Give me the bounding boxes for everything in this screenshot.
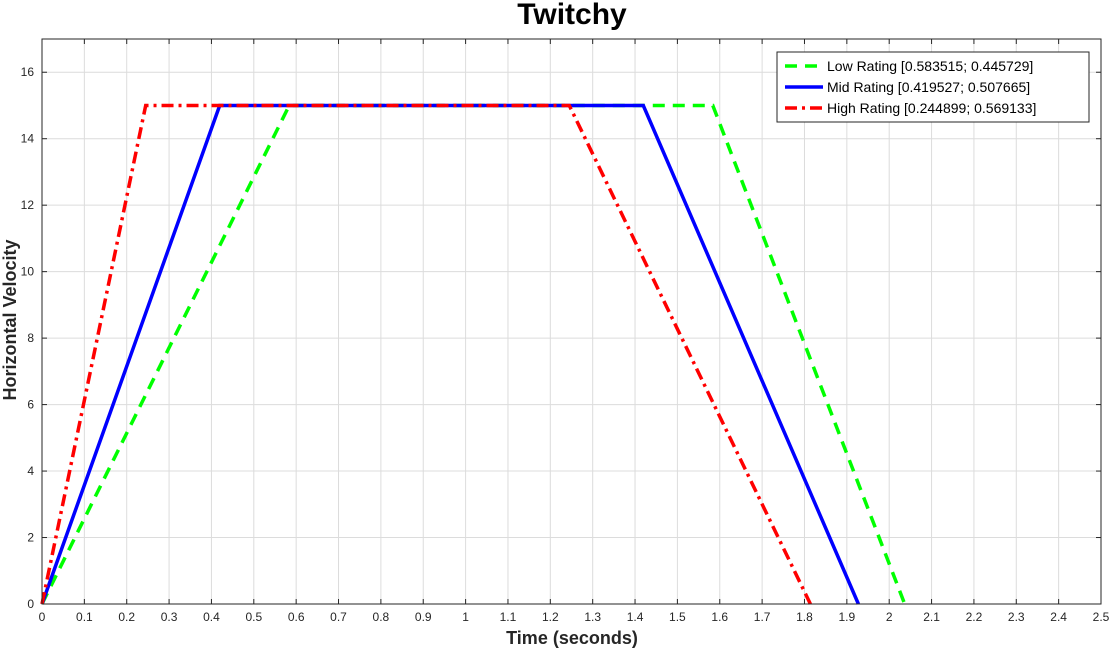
y-tick-label: 10 [21, 265, 35, 279]
x-tick-label: 0.8 [373, 610, 390, 624]
x-tick-label: 1.1 [500, 610, 517, 624]
x-tick-label: 2.5 [1093, 610, 1110, 624]
legend-label-0: Low Rating [0.583515; 0.445729] [827, 58, 1033, 74]
x-tick-label: 2.3 [1008, 610, 1025, 624]
plot-area-border [41, 38, 1102, 605]
x-tick-label: 0.2 [118, 610, 135, 624]
x-tick-label: 0.4 [203, 610, 220, 624]
series-line-1 [40, 103, 861, 605]
y-tick-label: 0 [27, 597, 34, 611]
series-lines [40, 103, 907, 605]
legend-box [776, 51, 1090, 123]
x-tick-label: 1.6 [711, 610, 728, 624]
x-tick-label: 2.1 [923, 610, 940, 624]
series-line-2 [40, 103, 812, 605]
x-tick-label: 0.7 [330, 610, 347, 624]
y-tick-label: 14 [21, 132, 35, 146]
y-tick-label: 6 [27, 398, 34, 412]
legend-label-2: High Rating [0.244899; 0.569133] [827, 100, 1036, 116]
x-tick-label: 1.9 [838, 610, 855, 624]
x-tick-label: 1.5 [669, 610, 686, 624]
x-tick-label: 1.4 [627, 610, 644, 624]
x-tick-label: 1.7 [754, 610, 771, 624]
y-tick-label: 16 [21, 65, 35, 79]
x-tick-label: 0.6 [288, 610, 305, 624]
x-tick-label: 2.2 [966, 610, 983, 624]
legend: Low Rating [0.583515; 0.445729] Mid Ratin… [776, 51, 1090, 123]
x-tick-label: 1.8 [796, 610, 813, 624]
x-tick-label: 0.3 [161, 610, 178, 624]
x-tick-label: 0.5 [245, 610, 262, 624]
x-tick-label: 1 [462, 610, 469, 624]
x-tick-label: 0.9 [415, 610, 432, 624]
legend-label-1: Mid Rating [0.419527; 0.507665] [827, 79, 1030, 95]
x-tick-label: 2.4 [1050, 610, 1067, 624]
y-tick-label: 4 [27, 464, 34, 478]
x-axis-label: Time (seconds) [506, 628, 638, 648]
y-tick-label: 8 [27, 331, 34, 345]
x-tick-label: 1.2 [542, 610, 559, 624]
y-tick-label: 2 [27, 531, 34, 545]
y-tick-label: 12 [21, 198, 35, 212]
y-axis-label: Horizontal Velocity [0, 239, 20, 400]
x-tick-label: 1.3 [584, 610, 601, 624]
grid [41, 39, 1102, 605]
x-tick-label: 2 [886, 610, 893, 624]
x-tick-label: 0.1 [76, 610, 93, 624]
chart-title: Twitchy [517, 0, 627, 31]
x-tick-label: 0 [39, 610, 46, 624]
axis-ticks: 0 0.1 0.2 0.3 0.4 0.5 0.6 0.7 0.8 0.9 1 1.1 1.2 1.3 1.… [21, 39, 1110, 624]
